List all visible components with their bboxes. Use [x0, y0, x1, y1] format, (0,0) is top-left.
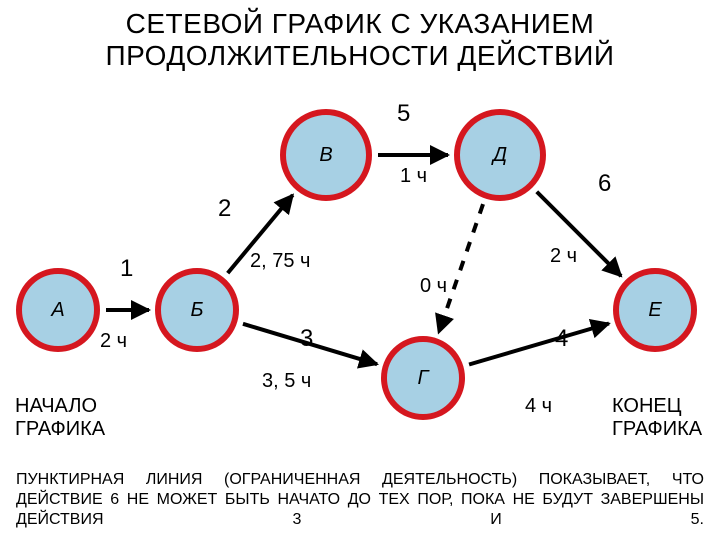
- duration-label-d5: 1 ч: [400, 165, 427, 188]
- node-e: Е: [613, 268, 697, 352]
- text-label-start: НАЧАЛОГРАФИКА: [15, 395, 105, 441]
- node-b: Б: [155, 268, 239, 352]
- edge-number-n5: 5: [397, 100, 410, 128]
- edges-layer: [0, 0, 720, 540]
- edge-number-n4: 4: [555, 325, 568, 353]
- duration-label-d1: 2 ч: [100, 330, 127, 353]
- duration-label-d6: 2 ч: [550, 245, 577, 268]
- edge-g-e: [469, 324, 609, 365]
- edge-number-n6: 6: [598, 170, 611, 198]
- duration-label-d4: 4 ч: [525, 395, 552, 418]
- edge-d-g: [439, 204, 483, 332]
- duration-label-d3: 3, 5 ч: [262, 370, 311, 393]
- diagram-title: СЕТЕВОЙ ГРАФИК С УКАЗАНИЕМПРОДОЛЖИТЕЛЬНО…: [0, 8, 720, 72]
- text-label-end: КОНЕЦГРАФИКА: [612, 395, 702, 441]
- duration-label-d2: 2, 75 ч: [250, 250, 310, 273]
- diagram-canvas: СЕТЕВОЙ ГРАФИК С УКАЗАНИЕМПРОДОЛЖИТЕЛЬНО…: [0, 0, 720, 540]
- node-v: В: [280, 109, 372, 201]
- edge-number-n3: 3: [300, 325, 313, 353]
- node-d: Д: [454, 109, 546, 201]
- node-g: Г: [381, 336, 465, 420]
- edge-number-n1: 1: [120, 255, 133, 283]
- duration-label-d0: 0 ч: [420, 275, 447, 298]
- edge-number-n2: 2: [218, 195, 231, 223]
- node-a: А: [16, 268, 100, 352]
- footer-note: ПУНКТИРНАЯ ЛИНИЯ (ОГРАНИЧЕННАЯ ДЕЯТЕЛЬНО…: [16, 470, 704, 530]
